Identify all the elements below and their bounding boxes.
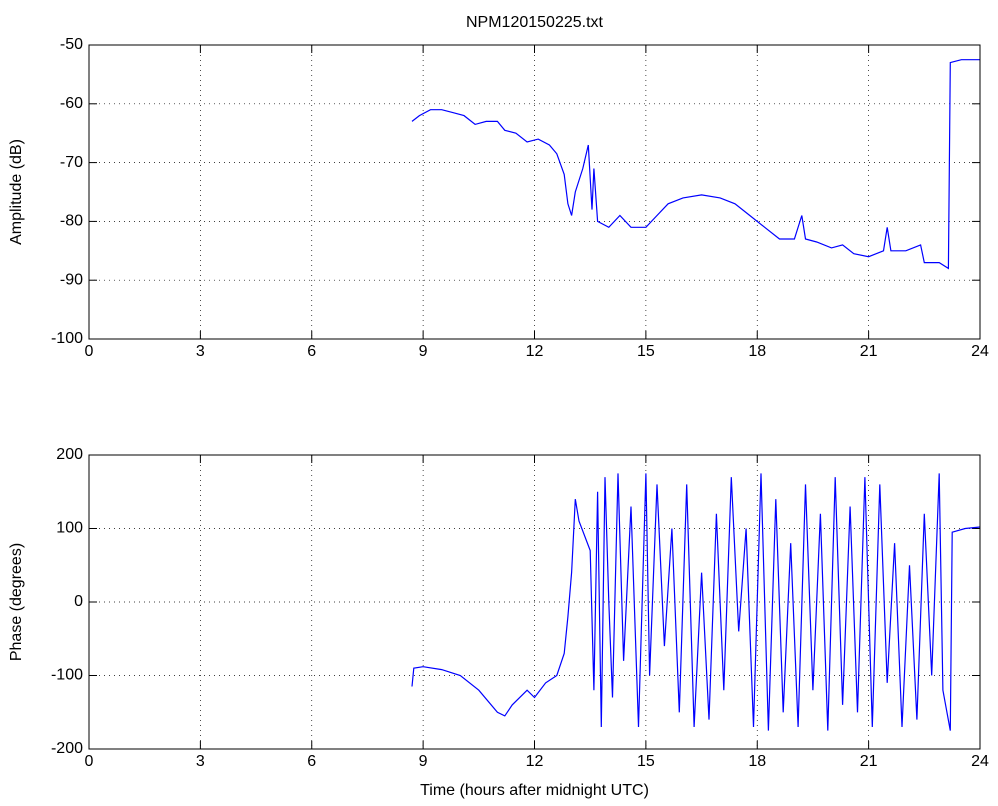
x-tick-label: 12 xyxy=(526,753,544,770)
y-tick-label: -100 xyxy=(51,330,83,347)
axes-frame xyxy=(88,454,981,750)
x-axis-label: Time (hours after midnight UTC) xyxy=(420,782,649,799)
y-tick-label: -200 xyxy=(51,740,83,757)
y-tick-label: -80 xyxy=(60,213,83,230)
x-tick-label: 15 xyxy=(637,343,655,360)
data-line xyxy=(411,473,981,731)
x-tick-label: 24 xyxy=(971,343,989,360)
plot-area xyxy=(89,45,980,339)
x-tick-label: 24 xyxy=(971,753,989,770)
y-tick-label: 200 xyxy=(56,446,83,463)
y-tick-label: 0 xyxy=(74,593,83,610)
y-tick-label: -70 xyxy=(60,154,83,171)
y-tick-label: 100 xyxy=(56,520,83,537)
x-tick-label: 18 xyxy=(748,343,766,360)
x-tick-label: 15 xyxy=(637,753,655,770)
x-tick-label: 6 xyxy=(307,753,316,770)
x-tick-label: 21 xyxy=(860,753,878,770)
data-line xyxy=(411,59,980,270)
x-tick-label: 21 xyxy=(860,343,878,360)
x-tick-label: 0 xyxy=(85,753,94,770)
x-tick-label: 6 xyxy=(307,343,316,360)
y-tick-label: -60 xyxy=(60,95,83,112)
y-axis-label: Phase (degrees) xyxy=(8,543,25,661)
chart-title: NPM120150225.txt xyxy=(466,14,604,31)
x-tick-label: 18 xyxy=(748,753,766,770)
y-tick-label: -100 xyxy=(51,667,83,684)
y-axis-label: Amplitude (dB) xyxy=(8,139,25,245)
x-tick-label: 0 xyxy=(85,343,94,360)
x-tick-label: 9 xyxy=(419,343,428,360)
x-tick-label: 3 xyxy=(196,753,205,770)
x-tick-label: 3 xyxy=(196,343,205,360)
y-tick-label: -50 xyxy=(60,36,83,53)
x-tick-label: 12 xyxy=(526,343,544,360)
y-tick-label: -90 xyxy=(60,271,83,288)
axes-frame xyxy=(88,44,981,340)
x-tick-label: 9 xyxy=(419,753,428,770)
